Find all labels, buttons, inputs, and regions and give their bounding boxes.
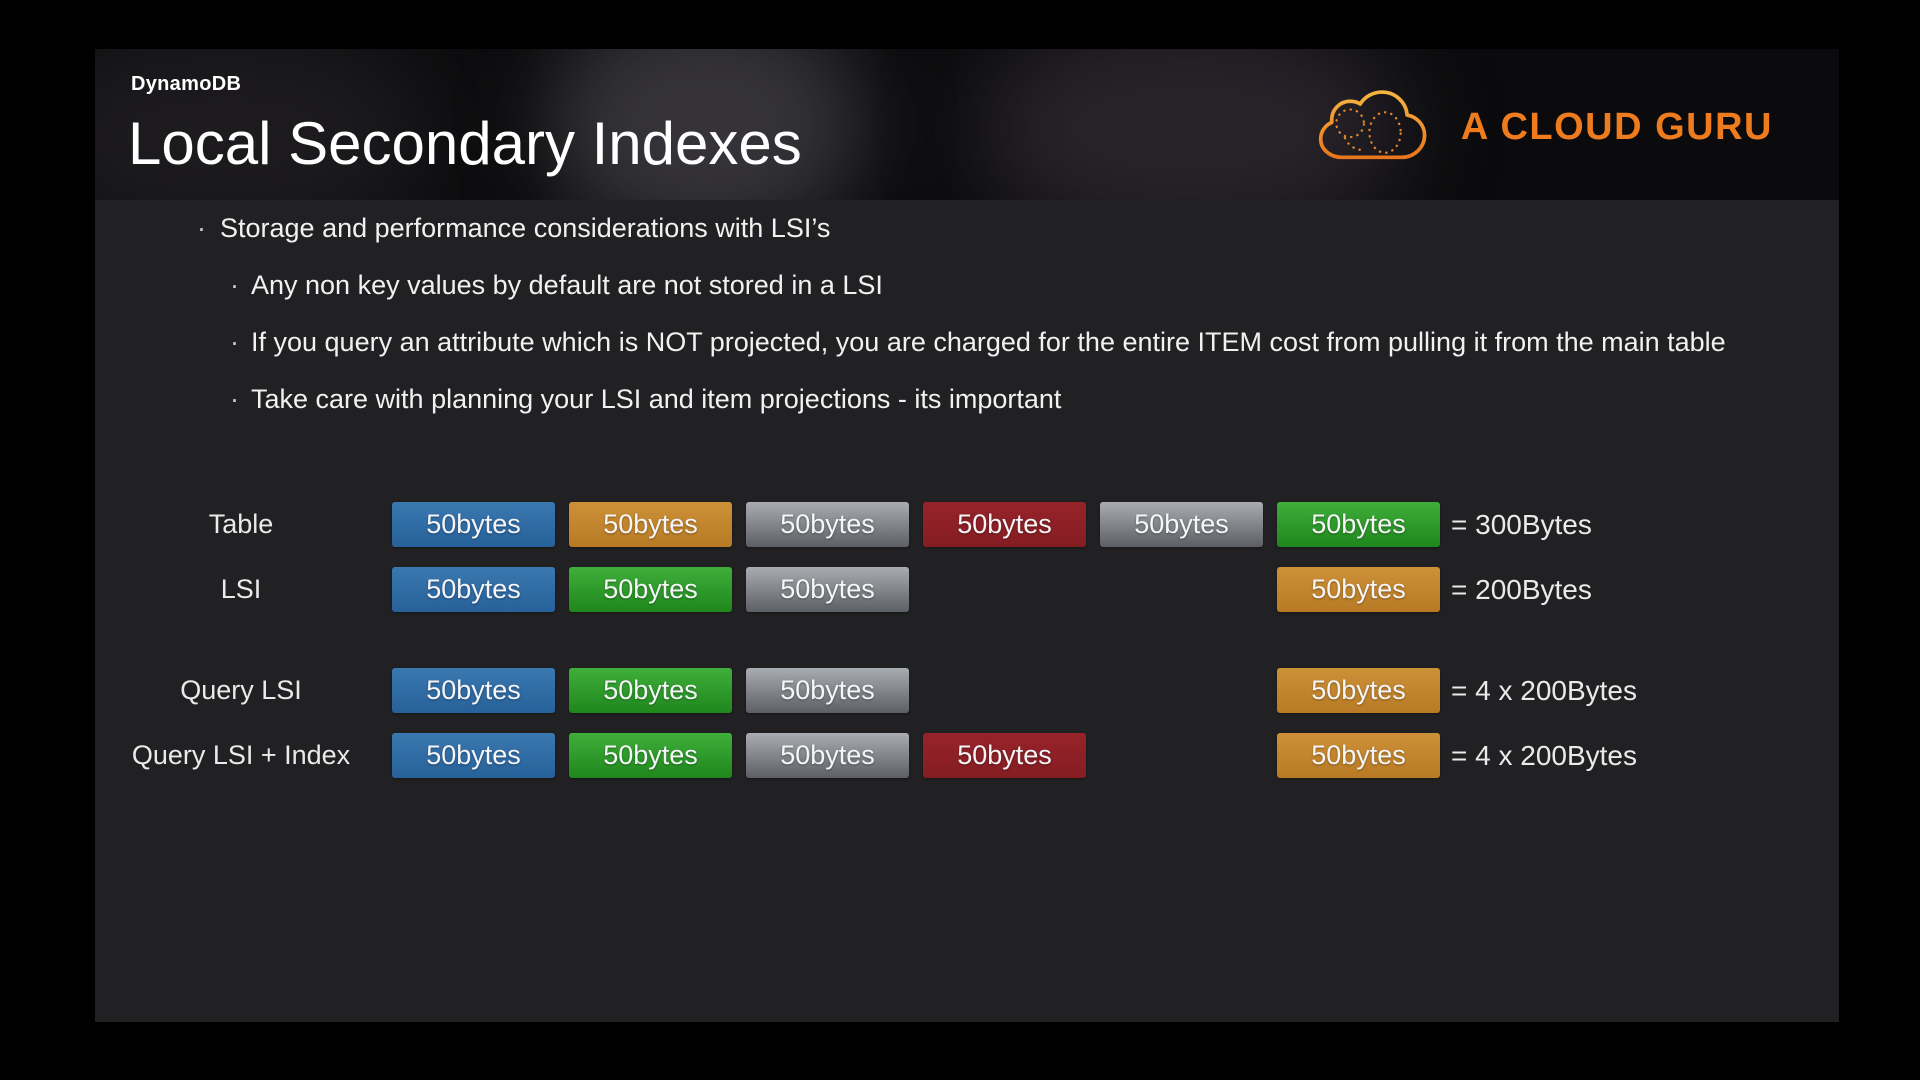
- byte-cell-gray: 50bytes: [746, 502, 909, 547]
- bullet-item: · If you query an attribute which is NOT …: [95, 314, 1735, 371]
- bullet-dot-icon: ·: [230, 270, 239, 300]
- byte-cell-green: 50bytes: [569, 668, 732, 713]
- byte-cell-orange: 50bytes: [569, 502, 732, 547]
- title-band: DynamoDB Local Secondary Indexes A CLOUD…: [95, 49, 1839, 200]
- byte-cell-orange: 50bytes: [1277, 733, 1440, 778]
- byte-table-row: LSI 50bytes 50bytes 50bytes 50bytes = 200Byte…: [95, 567, 1839, 612]
- byte-cell-gray: 50bytes: [746, 668, 909, 713]
- row-total: = 4 x 200Bytes: [1451, 675, 1638, 706]
- cloud-outline-icon: [1318, 90, 1427, 160]
- byte-cell-blue: 50bytes: [392, 502, 555, 547]
- brand-logo: A CLOUD GURU: [1317, 83, 1773, 171]
- byte-cell-red: 50bytes: [923, 733, 1086, 778]
- bullet-list: · Storage and performance considerations …: [95, 200, 1839, 428]
- page-title: Local Secondary Indexes: [128, 110, 802, 177]
- byte-cell-red: 50bytes: [923, 502, 1086, 547]
- byte-table: Table 50bytes 50bytes 50bytes 50bytes 50bytes…: [95, 502, 1839, 798]
- byte-cell-blue: 50bytes: [392, 567, 555, 612]
- bullet-item: · Storage and performance considerations …: [95, 200, 1839, 257]
- content-panel: · Storage and performance considerations …: [95, 200, 1839, 1022]
- bullet-item: · Take care with planning your LSI and it…: [95, 371, 1735, 428]
- brand-name: A CLOUD GURU: [1460, 105, 1773, 148]
- bullet-text: If you query an attribute which is NOT p…: [251, 327, 1726, 357]
- byte-table-row: Table 50bytes 50bytes 50bytes 50bytes 50bytes…: [95, 502, 1839, 547]
- byte-cell-blue: 50bytes: [392, 668, 555, 713]
- byte-cell-blue: 50bytes: [392, 733, 555, 778]
- bullet-dot-icon: ·: [197, 213, 206, 243]
- byte-table-row: Query LSI 50bytes 50bytes 50bytes 50bytes = 4…: [95, 668, 1839, 713]
- byte-cell-gray: 50bytes: [1100, 502, 1263, 547]
- bullet-dot-icon: ·: [230, 384, 239, 414]
- slide: DynamoDB Local Secondary Indexes A CLOUD…: [95, 49, 1839, 1022]
- byte-cell-gray: 50bytes: [746, 733, 909, 778]
- byte-cell-green: 50bytes: [569, 733, 732, 778]
- kicker-label: DynamoDB: [131, 73, 242, 95]
- row-total: = 300Bytes: [1451, 509, 1592, 540]
- byte-cell-orange: 50bytes: [1277, 668, 1440, 713]
- byte-cell-green: 50bytes: [569, 567, 732, 612]
- bullet-text: Take care with planning your LSI and ite…: [251, 384, 1062, 414]
- row-total: = 200Bytes: [1451, 574, 1592, 605]
- row-label: Query LSI: [180, 675, 302, 705]
- row-label: Query LSI + Index: [131, 740, 351, 770]
- row-label: LSI: [220, 574, 262, 604]
- background-blob: [975, 49, 1405, 200]
- byte-cell-gray: 50bytes: [746, 567, 909, 612]
- background-blob: [545, 49, 865, 200]
- bullet-dot-icon: ·: [230, 327, 239, 357]
- row-label: Table: [208, 509, 274, 539]
- row-total: = 4 x 200Bytes: [1451, 740, 1638, 771]
- bullet-item: · Any non key values by default are not s…: [95, 257, 1735, 314]
- byte-table-row: Query LSI + Index 50bytes 50bytes 50bytes 50…: [95, 733, 1839, 778]
- bullet-text: Storage and performance considerations w…: [220, 213, 831, 243]
- byte-cell-orange: 50bytes: [1277, 567, 1440, 612]
- background-blob: [95, 49, 435, 200]
- bullet-text: Any non key values by default are not st…: [251, 270, 883, 300]
- byte-cell-green: 50bytes: [1277, 502, 1440, 547]
